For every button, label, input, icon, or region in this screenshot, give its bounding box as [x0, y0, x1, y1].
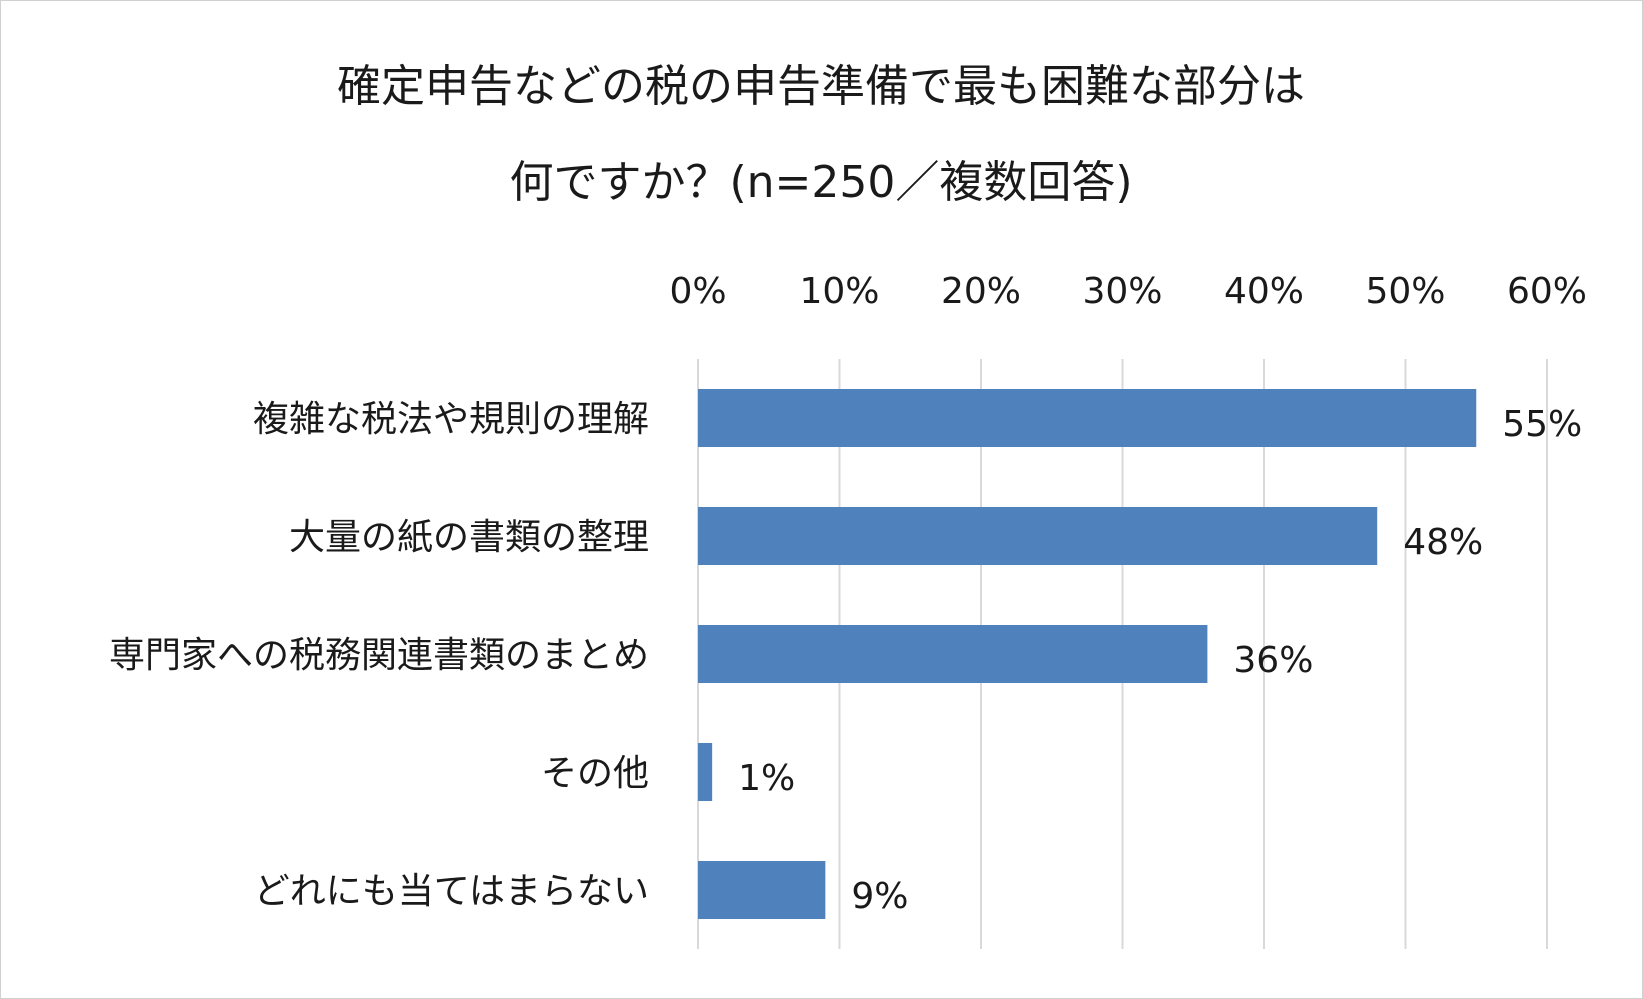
bar [698, 743, 713, 801]
chart-title-line-2: 何ですか？(n=250／複数回答) [509, 157, 1132, 208]
value-labels: 55% 48% 36% 1% 9% [738, 404, 1582, 917]
category-labels: 複雑な税法や規則の理解大量の紙の書類の整理専門家への税務関連書類のまとめその他ど… [109, 399, 649, 912]
chart-title-line-1: 確定申告などの税の申告準備で最も困難な部分は [337, 61, 1305, 112]
bar [698, 389, 1477, 447]
bar [698, 625, 1208, 683]
x-axis-ticks: 0% 10% 20% 30% 40% 50% 60% [669, 271, 1587, 312]
bars [698, 389, 1477, 919]
category-label: 複雑な税法や規則の理解 [253, 399, 649, 440]
chart-title: 確定申告などの税の申告準備で最も困難な部分は 何ですか？(n=250／複数回答) [337, 61, 1305, 208]
data-label: 48% [1403, 522, 1483, 563]
category-label: 専門家への税務関連書類のまとめ [109, 635, 649, 676]
bar [698, 507, 1378, 565]
category-label: その他 [541, 753, 649, 794]
x-tick-label: 60% [1507, 271, 1587, 312]
x-tick-label: 20% [941, 271, 1021, 312]
data-label: 1% [738, 758, 795, 799]
data-label: 36% [1233, 640, 1313, 681]
x-tick-label: 50% [1365, 271, 1445, 312]
data-label: 9% [851, 876, 908, 917]
bar [698, 861, 826, 919]
category-label: どれにも当てはまらない [254, 871, 649, 912]
category-label: 大量の紙の書類の整理 [289, 517, 649, 558]
x-tick-label: 0% [669, 271, 726, 312]
x-tick-label: 30% [1082, 271, 1162, 312]
x-tick-label: 10% [799, 271, 879, 312]
data-label: 55% [1502, 404, 1582, 445]
x-tick-label: 40% [1224, 271, 1304, 312]
